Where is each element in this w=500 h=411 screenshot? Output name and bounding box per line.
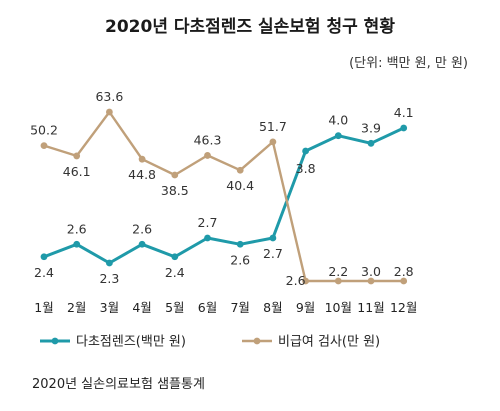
series-2-point: [73, 152, 81, 160]
series-1-point: [138, 240, 146, 248]
legend-swatch-marker: [253, 337, 261, 345]
data-label: 38.5: [161, 183, 189, 198]
series-2-point: [171, 171, 179, 179]
x-tick-label: 5월: [165, 300, 184, 315]
data-label: 46.3: [194, 132, 222, 147]
x-tick-label: 9월: [296, 300, 315, 315]
series-1-point: [269, 234, 277, 242]
series-2-point: [138, 155, 146, 163]
series-2-point: [204, 152, 211, 159]
data-label: 3.9: [361, 120, 381, 135]
data-label: 4.1: [394, 105, 414, 120]
series-2-point: [40, 142, 48, 150]
series-line-2: [42, 110, 405, 283]
series-2-point: [269, 138, 277, 146]
series-1-point: [334, 132, 342, 140]
data-label: 2.3: [99, 271, 119, 286]
data-label: 44.8: [128, 167, 156, 182]
data-label: 4.0: [328, 113, 348, 128]
series-1-point: [400, 124, 408, 132]
x-tick-label: 7월: [230, 300, 249, 315]
unit-note: (단위: 백만 원, 만 원): [349, 56, 468, 71]
data-label: 50.2: [30, 123, 58, 138]
x-tick-label: 3월: [100, 300, 119, 315]
series-2-point: [367, 277, 375, 285]
data-label: 3.0: [361, 264, 381, 279]
data-label: 2.6: [286, 273, 306, 288]
data-label: 2.2: [328, 264, 348, 279]
x-tick-label: 4월: [132, 300, 151, 315]
legend-label: 비급여 검사(만 원): [278, 335, 380, 350]
series-1-point: [204, 234, 211, 242]
data-label: 2.6: [230, 252, 250, 267]
x-tick-label: 2월: [67, 300, 86, 315]
data-label: 2.4: [165, 265, 185, 280]
x-tick-label: 6월: [198, 300, 217, 315]
series-1-point: [106, 259, 113, 267]
series-1-point: [171, 253, 179, 261]
series-1-point: [40, 253, 48, 261]
data-label: 2.6: [132, 221, 152, 236]
data-label: 2.8: [394, 264, 414, 279]
legend-swatch-marker: [51, 337, 59, 345]
data-label: 51.7: [259, 119, 287, 134]
series-2-point: [400, 277, 408, 285]
data-label: 63.6: [95, 89, 123, 104]
series-2-point: [236, 166, 244, 174]
data-label: 2.6: [67, 221, 87, 236]
data-label: 46.1: [63, 164, 91, 179]
x-tick-label: 1월: [34, 300, 53, 315]
data-label: 2.7: [198, 215, 218, 230]
series-2-point: [334, 277, 342, 285]
x-tick-label: 8월: [263, 300, 282, 315]
series-1-point: [302, 147, 309, 155]
x-tick-label: 12월: [390, 300, 417, 315]
series-1-point: [73, 240, 81, 248]
series-line-1: [42, 126, 406, 265]
source-note: 2020년 실손의료보험 샘플통계: [32, 377, 205, 392]
data-label: 2.7: [263, 246, 283, 261]
series-1-point: [236, 240, 244, 248]
series-1-point: [367, 139, 375, 147]
series-2-point: [106, 108, 113, 116]
data-label: 40.4: [226, 178, 254, 193]
legend-label: 다초점렌즈(백만 원): [76, 335, 186, 350]
chart-title: 2020년 다초점렌즈 실손보험 청구 현황: [105, 17, 395, 37]
data-label: 2.4: [34, 265, 54, 280]
x-tick-label: 11월: [357, 300, 384, 315]
data-label: 3.8: [296, 161, 316, 176]
series-2-point: [302, 277, 309, 285]
x-tick-label: 10월: [325, 300, 352, 315]
